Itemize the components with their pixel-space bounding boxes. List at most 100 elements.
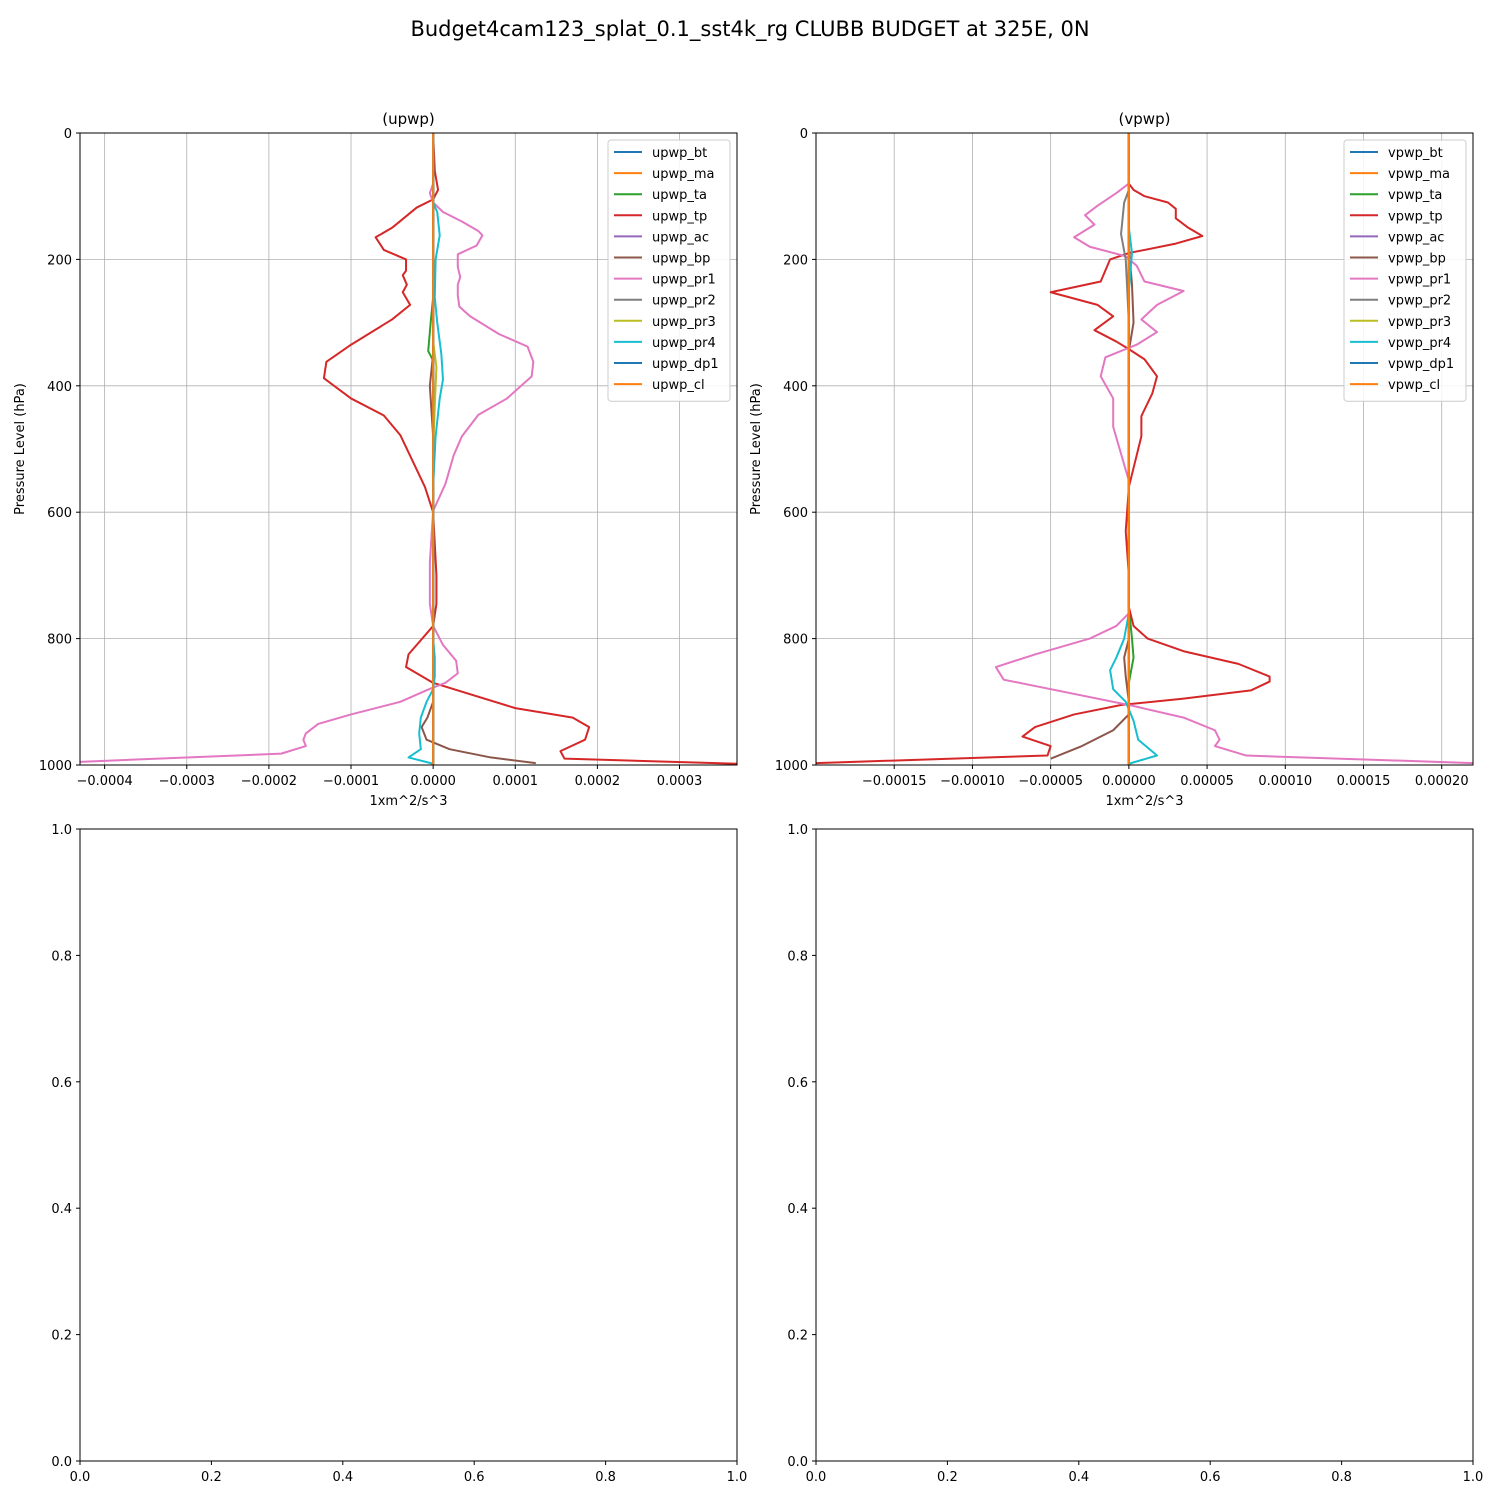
chart-panel-2: −0.00015 −0.00010 −0.00005 0.00000 0.00005 0.…	[749, 110, 1474, 809]
legend-box	[607, 139, 731, 402]
y-tick-label: 0.2	[787, 1329, 808, 1344]
legend-entry: vpwp_dp1	[1388, 357, 1454, 372]
x-tick-label: −0.00010	[940, 774, 1005, 789]
legend-entry: vpwp_cl	[1388, 378, 1440, 393]
legend-entry: vpwp_pr2	[1388, 294, 1451, 309]
y-tick-label: 1.0	[51, 823, 72, 838]
y-tick-label: 600	[783, 506, 808, 521]
x-tick-label: −0.0002	[241, 774, 297, 789]
legend-entry: vpwp_tp	[1388, 209, 1443, 224]
legend-entry: upwp_pr4	[652, 336, 716, 351]
legend-entry: upwp_cl	[652, 378, 705, 393]
x-tick-label: 0.8	[1331, 1470, 1352, 1485]
y-tick-label: 0.8	[51, 949, 72, 964]
x-tick-label: −0.0003	[159, 774, 215, 789]
axes-frame	[79, 132, 738, 766]
x-tick-label: 0.00000	[1102, 774, 1156, 789]
x-tick-label: −0.0001	[323, 774, 379, 789]
x-tick-label: 1.0	[1463, 1470, 1484, 1485]
series-line-upwp_bp	[420, 133, 536, 765]
x-tick-label: 0.00010	[1258, 774, 1312, 789]
y-tick-label: 400	[783, 380, 808, 395]
legend-entry: vpwp_bp	[1388, 252, 1446, 267]
legend-entry: vpwp_bt	[1388, 146, 1443, 161]
y-tick-label: 0	[64, 127, 72, 142]
chart-panel-1: −0.0004 −0.0003 −0.0002 −0.0001 0.0000 0.0001…	[13, 110, 738, 809]
y-tick-label: 0.6	[787, 1076, 808, 1091]
x-tick-label: 0.2	[201, 1470, 222, 1485]
legend-entry: upwp_ma	[652, 167, 715, 182]
legend-entry: upwp_tp	[652, 209, 707, 224]
x-tick-label: −0.0004	[76, 774, 132, 789]
y-tick-label: 1.0	[787, 823, 808, 838]
x-tick-label: 0.4	[332, 1470, 353, 1485]
x-tick-label: 0.6	[1200, 1470, 1221, 1485]
y-tick-label: 0.0	[787, 1455, 808, 1470]
legend-box	[1343, 139, 1467, 402]
series-line-vpwp_bp	[1050, 133, 1135, 760]
x-tick-label: −0.00015	[862, 774, 927, 789]
legend: upwp_bt upwp_ma upwp_ta upwp_tp upwp_ac upwp_…	[607, 139, 731, 402]
y-tick-label: 1000	[775, 759, 808, 774]
chart-panel-4: 0.0 0.2 0.4 0.6 0.8 1.0 0.0 0.2 0.4 0.6 0.8 1.0	[787, 823, 1483, 1485]
x-tick-label: 0.0002	[575, 774, 621, 789]
legend-entry: vpwp_ma	[1388, 167, 1450, 182]
y-tick-label: 0.6	[51, 1076, 72, 1091]
x-tick-label: 0.0001	[493, 774, 539, 789]
series-line-upwp_pr1	[80, 133, 535, 763]
y-tick-label: 0.2	[51, 1329, 72, 1344]
legend-entry: vpwp_pr1	[1388, 273, 1451, 288]
series-line-upwp_tp	[322, 133, 737, 765]
x-axis-label: 1xm^2/s^3	[369, 794, 447, 809]
axes-frame	[79, 828, 738, 1462]
legend-entry: upwp_dp1	[652, 357, 719, 372]
y-tick-label: 200	[783, 253, 808, 268]
y-tick-label: 0	[800, 127, 808, 142]
legend-entry: upwp_ac	[652, 230, 709, 245]
series-line-upwp_pr4	[407, 133, 444, 765]
x-tick-label: 0.4	[1068, 1470, 1089, 1485]
y-tick-label: 1000	[39, 759, 72, 774]
legend-entry: vpwp_pr4	[1388, 336, 1451, 351]
x-tick-label: 0.00005	[1180, 774, 1234, 789]
y-tick-label: 800	[783, 633, 808, 648]
series-line-vpwp_pr4	[1109, 133, 1159, 765]
legend-entry: vpwp_ta	[1388, 188, 1442, 203]
x-tick-label: 0.0000	[410, 774, 456, 789]
y-tick-label: 400	[47, 380, 72, 395]
x-tick-label: 1.0	[727, 1470, 748, 1485]
legend: vpwp_bt vpwp_ma vpwp_ta vpwp_tp vpwp_ac vpwp_…	[1343, 139, 1467, 402]
x-tick-label: 0.00015	[1337, 774, 1391, 789]
legend-entry: upwp_bp	[652, 252, 710, 267]
y-tick-label: 800	[47, 633, 72, 648]
y-axis-label: Pressure Level (hPa)	[749, 383, 764, 515]
y-tick-label: 0.0	[51, 1455, 72, 1470]
x-axis-label: 1xm^2/s^3	[1105, 794, 1183, 809]
x-tick-label: −0.00005	[1018, 774, 1083, 789]
x-tick-label: 0.0003	[657, 774, 703, 789]
x-tick-label: 0.2	[937, 1470, 958, 1485]
x-tick-label: 0.8	[595, 1470, 616, 1485]
legend-entry: upwp_pr3	[652, 315, 716, 330]
figure-title: Budget4cam123_splat_0.1_sst4k_rg CLUBB B…	[410, 17, 1089, 42]
legend-entry: upwp_pr1	[652, 273, 716, 288]
legend-entry: vpwp_pr3	[1388, 315, 1451, 330]
y-tick-label: 0.4	[51, 1202, 72, 1217]
y-tick-label: 600	[47, 506, 72, 521]
axes-frame	[815, 828, 1474, 1462]
series-line-vpwp_tp	[816, 133, 1271, 765]
x-tick-label: 0.6	[464, 1470, 485, 1485]
x-tick-label: 0.0	[806, 1470, 827, 1485]
y-tick-label: 0.4	[787, 1202, 808, 1217]
y-tick-label: 0.8	[787, 949, 808, 964]
y-tick-label: 200	[47, 253, 72, 268]
x-tick-label: 0.0	[70, 1470, 91, 1485]
legend-entry: upwp_pr2	[652, 294, 716, 309]
legend-entry: vpwp_ac	[1388, 230, 1444, 245]
panel-title: (vpwp)	[1119, 110, 1171, 128]
panel-title: (upwp)	[382, 110, 435, 128]
legend-entry: upwp_ta	[652, 188, 707, 203]
chart-panel-3: 0.0 0.2 0.4 0.6 0.8 1.0 0.0 0.2 0.4 0.6 0.8 1.0	[51, 823, 747, 1485]
axes-frame	[815, 132, 1474, 766]
